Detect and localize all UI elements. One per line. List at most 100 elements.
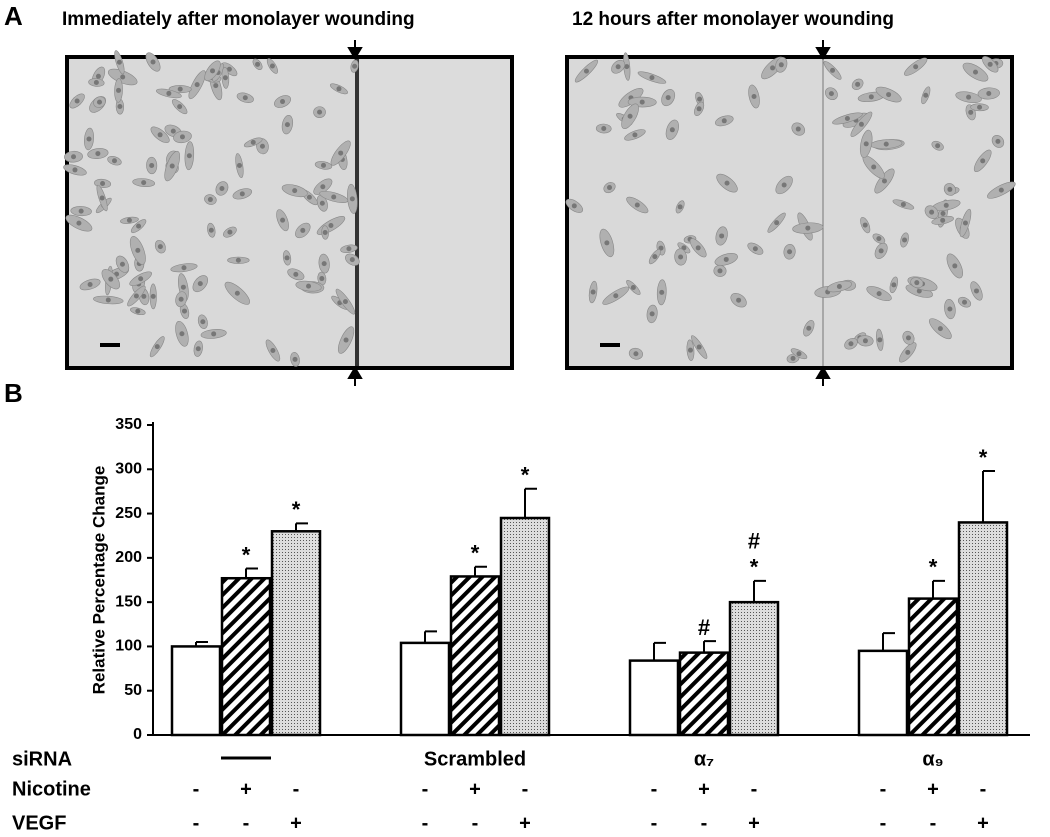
error-bar — [474, 565, 487, 577]
nucleus — [235, 257, 241, 263]
nucleus — [724, 180, 730, 186]
nucleus — [284, 255, 290, 261]
nucleus — [194, 82, 200, 88]
bar — [728, 600, 780, 737]
error-bar — [524, 487, 537, 518]
nucleus — [639, 99, 645, 105]
nucleus — [284, 122, 290, 128]
condition-sign: - — [751, 778, 758, 800]
bar — [957, 521, 1009, 737]
nucleus — [306, 283, 312, 289]
condition-sign: - — [880, 812, 887, 834]
arrows — [100, 40, 831, 386]
condition-sign: - — [930, 812, 937, 834]
nucleus — [962, 220, 968, 226]
nucleus — [195, 346, 201, 352]
y-tick-label: 250 — [115, 505, 142, 522]
nucleus — [222, 75, 228, 81]
nucleus — [269, 63, 275, 69]
nucleus — [321, 162, 327, 168]
error-bar — [982, 470, 995, 523]
y-tick-label: 150 — [115, 593, 142, 610]
nucleus — [601, 126, 607, 132]
significance-marker: * — [292, 497, 301, 522]
nucleus — [877, 337, 883, 343]
nucleus — [583, 68, 589, 74]
nucleus — [752, 246, 758, 252]
nucleus — [255, 61, 261, 67]
nucleus — [76, 220, 82, 226]
nucleus — [321, 261, 327, 267]
significance-marker: * — [979, 445, 988, 470]
nucleus — [972, 69, 978, 75]
significance-marker: # — [748, 529, 760, 554]
nucleus — [998, 187, 1004, 193]
nucleus — [319, 276, 325, 282]
nucleus — [293, 271, 299, 277]
nucleus — [633, 351, 639, 357]
condition-sign: - — [651, 778, 658, 800]
significance-marker: * — [521, 463, 530, 488]
nucleus — [306, 194, 312, 200]
nucleus — [213, 83, 219, 89]
nucleus — [105, 297, 111, 303]
nucleus — [292, 356, 298, 362]
error-bar — [295, 522, 308, 532]
y-tick-label: 300 — [115, 461, 142, 478]
nucleus — [154, 344, 160, 350]
nucleus — [913, 64, 919, 70]
condition-sign: - — [472, 812, 479, 834]
nucleus — [270, 347, 276, 353]
nucleus — [179, 331, 185, 337]
nucleus — [790, 355, 796, 361]
nucleus — [795, 126, 801, 132]
nucleus — [862, 338, 868, 344]
nucleus — [135, 247, 141, 253]
condition-sign: + — [519, 812, 531, 834]
nucleus — [331, 194, 337, 200]
nucleus — [878, 248, 884, 254]
row-label: siRNA — [12, 748, 72, 770]
nucleus — [977, 104, 983, 110]
error-bar — [653, 641, 666, 661]
nucleus — [280, 99, 286, 105]
nucleus — [227, 229, 233, 235]
nucleus — [987, 61, 993, 67]
condition-sign: + — [290, 812, 302, 834]
nucleus — [126, 217, 132, 223]
nucleus — [627, 113, 633, 119]
error-bar — [753, 579, 766, 603]
nucleus — [96, 99, 102, 105]
nucleus — [632, 132, 638, 138]
nucleus — [157, 244, 163, 250]
nucleus — [649, 75, 655, 81]
nucleus — [900, 201, 906, 207]
nucleus — [836, 283, 842, 289]
nucleus — [806, 325, 812, 331]
condition-sign: + — [977, 812, 989, 834]
nucleus — [940, 217, 946, 223]
nucleus — [947, 306, 953, 312]
significance-marker: * — [471, 541, 480, 566]
row-label: VEGF — [12, 812, 66, 834]
nucleus — [659, 289, 665, 295]
condition-sign: - — [980, 778, 987, 800]
nucleus — [210, 68, 216, 74]
nucleus — [848, 341, 854, 347]
bar — [678, 651, 730, 737]
y-tick-label: 50 — [124, 682, 142, 699]
condition-sign: - — [193, 778, 200, 800]
image-title: Immediately after monolayer wounding — [62, 9, 415, 30]
nucleus — [141, 293, 147, 299]
category-label: Scrambled — [424, 748, 526, 770]
error-bar — [195, 641, 208, 647]
bar — [399, 641, 451, 737]
nucleus — [200, 319, 206, 325]
nucleus — [346, 246, 352, 252]
nucleus — [343, 337, 349, 343]
error-bar — [703, 640, 716, 653]
nucleus — [74, 98, 80, 104]
nucleus — [186, 153, 192, 159]
nucleus — [95, 73, 101, 79]
